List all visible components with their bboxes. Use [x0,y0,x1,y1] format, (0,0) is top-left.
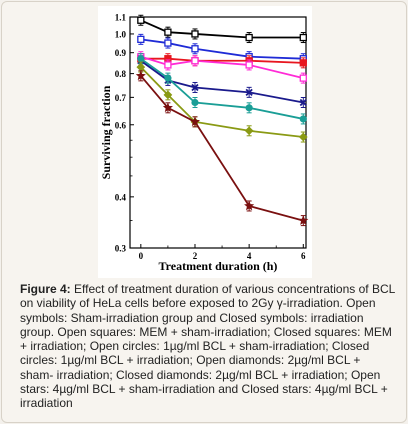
data-point [135,70,146,81]
data-point [137,55,145,63]
data-point [245,61,253,69]
y-tick-label: 0.3 [115,244,127,254]
data-point [299,115,307,123]
data-point [189,116,201,127]
data-point [191,98,199,107]
data-point [191,30,199,38]
data-point [164,39,172,47]
data-point [299,74,307,82]
y-axis-title: Surviving fraction [99,85,113,179]
y-tick-label: 0.9 [115,48,127,58]
x-tick-label: 4 [247,251,252,261]
data-point [245,33,253,42]
data-point [137,35,145,44]
x-axis-title: Treatment duration (h) [159,259,278,273]
plot-frame [129,16,307,249]
y-tick-label: 0.7 [115,93,127,103]
data-point [191,45,199,53]
data-point [164,61,172,69]
data-point [298,215,309,225]
data-point [299,33,307,42]
y-tick-label: 0.6 [115,120,127,130]
y-tick-label: 0.4 [115,192,127,202]
data-point [245,88,253,96]
data-point [191,57,199,65]
data-point [164,74,172,82]
data-point [137,16,145,24]
data-point [244,200,255,211]
data-point [164,28,172,36]
x-tick-label: 6 [301,251,306,261]
data-point [299,98,307,107]
caption-text: Effect of treatment duration of various … [20,282,395,411]
data-point [163,90,173,100]
x-tick-label: 2 [193,251,198,261]
data-point [191,83,199,92]
data-point [299,59,307,67]
y-tick-label: 1.1 [115,13,127,23]
data-point [298,132,308,142]
caption-label: Figure 4: [20,282,71,296]
chart: 1.1 1.0 0.9 0.8 0.7 0.6 0.4 0.3 0 2 4 6 Treatment du… [99,13,309,273]
figure-caption: Figure 4: Effect of treatment duration o… [20,282,396,411]
y-tick-label: 1.0 [115,29,127,39]
chart-panel: 1.1 1.0 0.9 0.8 0.7 0.6 0.4 0.3 0 2 4 6 Treatment du… [98,6,312,278]
data-point [245,104,253,112]
data-point [162,102,173,113]
x-tick-label: 0 [139,251,144,261]
y-tick-label: 0.8 [115,69,127,79]
data-point [244,126,254,136]
